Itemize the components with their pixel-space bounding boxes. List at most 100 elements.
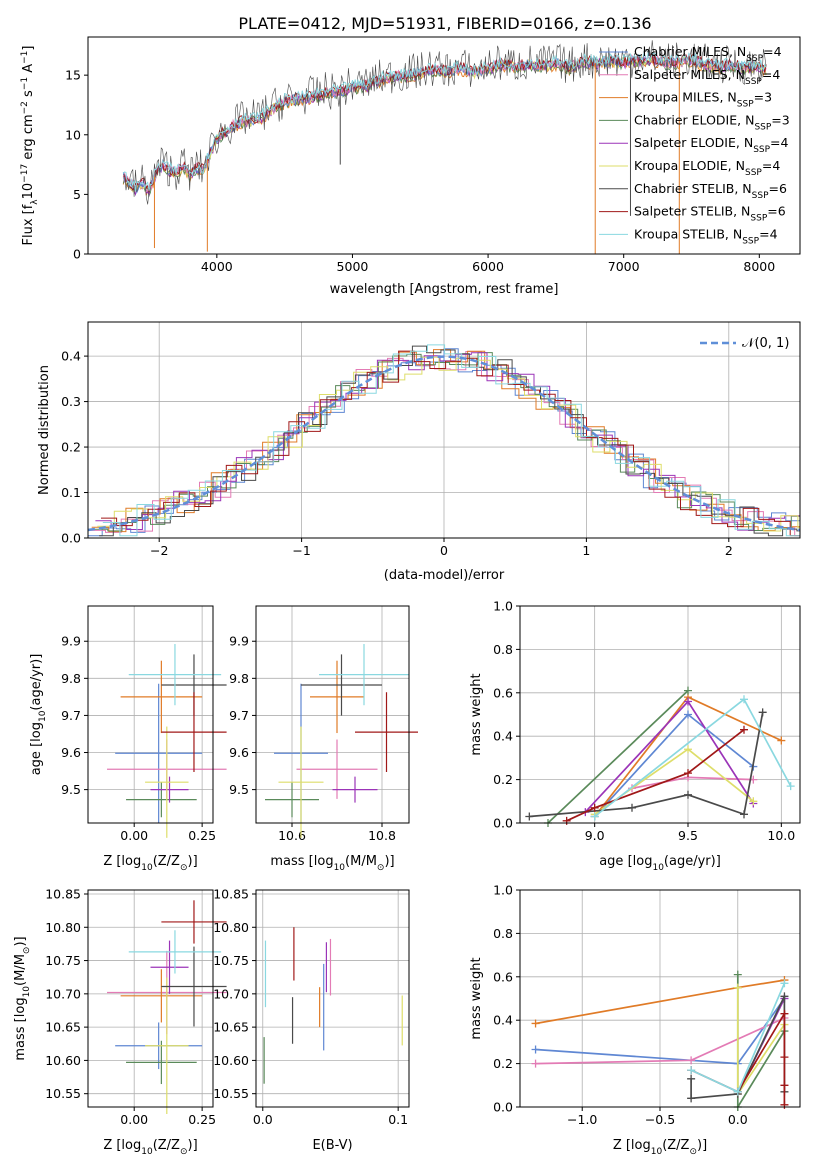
age-vs-mass-panel: 10.6 10.8 9.5 9.6 9.7 9.8 9.9 mass [log10(M/M⊙)… xyxy=(229,605,418,873)
legend-entry-nssp-sub: SSP xyxy=(753,145,770,155)
y-axis-label-part: s xyxy=(21,90,36,101)
y-tick-label: 0 xyxy=(73,247,81,262)
spectrum-line xyxy=(122,52,767,192)
y-axis-label-part: Flux [f xyxy=(21,204,36,245)
x-axis-label: Z [log10(Z/Z⊙)] xyxy=(103,1138,197,1157)
y-tick-label: 9.8 xyxy=(61,671,81,686)
y-axis-label: mass weight xyxy=(469,673,484,755)
legend-entry-eq: = xyxy=(762,158,772,173)
legend-entry-nssp-sub: SSP xyxy=(745,77,762,87)
legend-entry: Kroupa STELIB, NSSP=4 xyxy=(634,226,778,246)
y-tick-label: 10.60 xyxy=(213,1053,249,1068)
legend-entry-name: Chabrier MILES xyxy=(634,44,729,59)
y-tick-label: 0.4 xyxy=(493,1013,513,1028)
y-axis-label-part: 10 xyxy=(22,986,32,998)
legend-entry-eq: = xyxy=(762,67,772,82)
legend-entry-nssp-sub: SSP xyxy=(754,122,771,132)
residuals-panel: −2 −1 0 1 2 0.0 0.1 0.2 0.3 0.4 (data-model)/error… xyxy=(37,321,801,583)
y-tick-label: 9.6 xyxy=(61,745,81,760)
x-axis-label-part: 10 xyxy=(334,863,346,873)
mass-vs-ebv-panel: 0.0 0.1 10.55 10.60 10.65 10.70 10.75 10.80 10.8… xyxy=(213,886,410,1153)
legend-entry-eq: = xyxy=(759,226,769,241)
weight-line xyxy=(594,748,754,815)
x-tick-label: 0.25 xyxy=(188,1112,216,1127)
y-axis-label: age [log10(age/yr)] xyxy=(29,654,48,776)
y-axis-label: mass [log10(M/M⊙)] xyxy=(13,936,32,1060)
x-axis-label-part: 10 xyxy=(652,863,664,873)
y-tick-label: 10.70 xyxy=(213,986,249,1001)
histogram-step xyxy=(101,350,800,537)
weight-marker xyxy=(740,725,748,734)
x-tick-label: 10.0 xyxy=(767,828,795,843)
legend-entry: Salpeter MILES, NSSP=4 xyxy=(634,67,780,87)
x-tick-label: 0.0 xyxy=(728,1112,748,1127)
x-axis-label-part: 10 xyxy=(141,1147,153,1157)
legend-entry-nssp-prefix: , N xyxy=(725,226,742,241)
legend-entry-nssp: 3 xyxy=(782,112,790,127)
y-axis-label-part: λ xyxy=(30,199,40,205)
y-axis-label-part: (age/yr)] xyxy=(29,654,44,711)
legend-entry-nssp-prefix: , N xyxy=(736,135,753,150)
x-tick-label: 0.0 xyxy=(253,1112,273,1127)
legend-entry-eq: = xyxy=(754,90,764,105)
x-tick-label: 0.1 xyxy=(388,1112,408,1127)
legend-entry-name: Salpeter MILES xyxy=(634,67,728,82)
y-axis-label-part: ⊙ xyxy=(22,947,32,955)
y-axis-label-part: −2 xyxy=(20,101,30,114)
y-axis-label-part: mass [log xyxy=(13,997,28,1060)
weight-marker xyxy=(687,1056,696,1065)
y-tick-label: 9.8 xyxy=(229,671,249,686)
legend-entry-name: Chabrier ELODIE xyxy=(634,112,737,127)
legend-entry-nssp-prefix: , N xyxy=(728,158,745,173)
legend-entry-nssp-prefix: , N xyxy=(729,44,746,59)
x-axis-label-part: (Z/Z xyxy=(153,854,180,869)
y-axis-label: mass weight xyxy=(469,957,484,1039)
y-tick-label: 10.85 xyxy=(213,886,249,901)
legend-entry-eq: = xyxy=(771,112,781,127)
y-tick-label: 0.6 xyxy=(493,685,513,700)
y-tick-label: 0.0 xyxy=(61,531,81,546)
legend-entry: Salpeter ELODIE, NSSP=4 xyxy=(634,135,789,155)
x-tick-label: 9.0 xyxy=(585,828,605,843)
legend-entry-nssp: 6 xyxy=(779,181,787,196)
weight-line xyxy=(547,689,689,823)
y-axis-label-part: erg cm xyxy=(21,114,36,163)
y-tick-label: 1.0 xyxy=(493,599,513,614)
y-axis-label: Normed distribution xyxy=(37,365,52,495)
legend-entry-nssp: 3 xyxy=(764,90,772,105)
weight-marker xyxy=(780,992,789,1001)
x-axis-label-part: (M/M xyxy=(345,854,377,869)
y-tick-label: 0.4 xyxy=(61,349,81,364)
x-axis-label: Z [log10(Z/Z⊙)] xyxy=(103,854,197,873)
x-tick-label: 0 xyxy=(440,543,448,558)
legend-entry-nssp-sub: SSP xyxy=(742,236,759,246)
weight-marker xyxy=(590,803,599,812)
y-tick-label: 0.4 xyxy=(493,729,513,744)
legend-entry-name: Kroupa MILES xyxy=(634,90,720,105)
x-tick-label: −0.5 xyxy=(645,1112,675,1127)
legend-entry-name: Kroupa STELIB xyxy=(634,226,725,241)
x-tick-label: 6000 xyxy=(472,259,504,274)
legend-entry-name: Salpeter ELODIE xyxy=(634,135,736,150)
legend-entry-nssp-sub: SSP xyxy=(746,54,763,64)
x-tick-label: 9.5 xyxy=(678,828,698,843)
x-tick-label: 0.00 xyxy=(120,1112,148,1127)
y-tick-label: 10.80 xyxy=(213,920,249,935)
legend-entry: Chabrier ELODIE, NSSP=3 xyxy=(634,112,790,132)
x-tick-label: 10.6 xyxy=(278,828,306,843)
y-tick-label: 9.5 xyxy=(61,782,81,797)
x-tick-label: 2 xyxy=(725,543,733,558)
y-tick-label: 0.2 xyxy=(61,440,81,455)
y-tick-label: 10.65 xyxy=(213,1020,249,1035)
y-tick-label: 9.9 xyxy=(61,634,81,649)
legend-entry-nssp: 6 xyxy=(778,204,786,219)
legend-entry-nssp-prefix: , N xyxy=(737,112,754,127)
weight-vs-z-panel: −1.0 −0.5 0.0 0.0 0.2 0.4 0.6 0.8 1.0 Z [log10(Z/… xyxy=(469,883,801,1157)
weight-marker xyxy=(733,983,742,992)
figure-title: PLATE=0412, MJD=51931, FIBERID=0166, z=0… xyxy=(238,14,651,33)
histogram-step xyxy=(89,351,800,537)
legend-entry-nssp-sub: SSP xyxy=(737,100,754,110)
axes-frame xyxy=(519,605,801,824)
y-tick-label: 1.0 xyxy=(493,883,513,898)
